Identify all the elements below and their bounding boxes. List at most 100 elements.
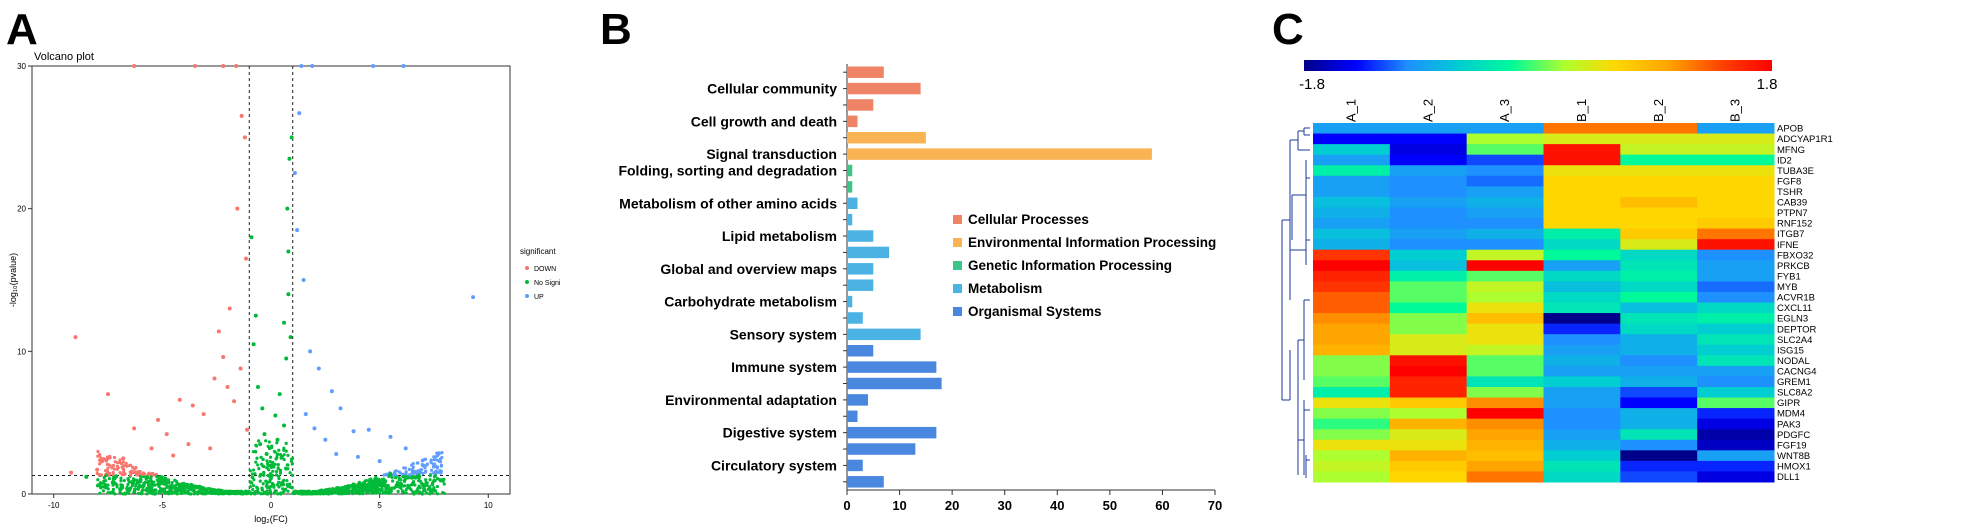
heatmap-cell <box>1466 397 1544 409</box>
scatter-point <box>423 457 428 461</box>
scatter-point <box>290 473 295 477</box>
scatter-point <box>253 313 258 318</box>
scatter-point <box>262 490 266 495</box>
scatter-point <box>297 111 302 116</box>
scatter-point <box>104 459 109 463</box>
heatmap-cell <box>1389 365 1468 377</box>
heatmap-cell <box>1697 439 1775 451</box>
scatter-point <box>183 488 187 492</box>
scatter-point <box>149 479 153 483</box>
scatter-point <box>423 470 428 474</box>
heatmap-cell <box>1466 239 1544 251</box>
heatmap-cells <box>1313 123 1775 483</box>
scatter-point <box>281 487 285 491</box>
scatter-point <box>131 477 136 481</box>
scatter-point <box>265 483 269 487</box>
scatter-point <box>251 484 256 488</box>
heatmap-cell <box>1620 429 1698 441</box>
scatter-point <box>125 487 129 491</box>
heatmap-cell <box>1620 365 1698 377</box>
scatter-point <box>391 473 396 477</box>
heatmap-cell <box>1620 386 1698 399</box>
scatter-point <box>426 487 430 491</box>
scatter-point <box>104 473 108 478</box>
scatter-point <box>245 427 250 432</box>
scatter-point <box>421 482 426 487</box>
scatter-point <box>106 487 110 491</box>
row-label: EGLN3 <box>1777 314 1808 325</box>
scatter-point <box>292 171 297 175</box>
scatter-point <box>95 484 100 488</box>
heatmap-cell <box>1466 260 1544 272</box>
scatter-point <box>98 481 102 485</box>
heatmap-cell <box>1389 165 1468 177</box>
scatter-point <box>98 457 102 462</box>
scatter-point <box>415 461 419 465</box>
scatter-point <box>99 473 104 477</box>
scatter-point <box>244 256 249 261</box>
scatter-point <box>412 470 417 475</box>
scatter-point <box>112 455 117 460</box>
scatter-point <box>99 486 103 490</box>
scatter-point <box>395 480 400 485</box>
scatter-point <box>397 470 401 474</box>
bar <box>847 459 863 472</box>
scatter-point <box>221 64 226 68</box>
heatmap-cell <box>1697 408 1775 420</box>
row-label: APOB <box>1777 124 1803 135</box>
heatmap-cell <box>1466 165 1544 177</box>
scatter-point <box>155 474 159 479</box>
scatter-point <box>384 485 388 489</box>
column-label: A_1 <box>1343 99 1358 122</box>
heatmap-cell <box>1389 218 1468 230</box>
heatmap-cell <box>1313 218 1391 230</box>
heatmap-cell <box>1466 196 1544 208</box>
heatmap-cell <box>1313 165 1391 177</box>
scatter-point <box>355 454 360 459</box>
heatmap-cell <box>1697 418 1775 430</box>
scatter-point <box>192 64 197 68</box>
category-label: Carbohydrate metabolism <box>664 294 837 310</box>
bar <box>847 230 874 242</box>
scatter-point <box>286 489 290 493</box>
scatter-point <box>299 64 304 68</box>
heatmap-cell <box>1389 291 1468 303</box>
scatter-point <box>113 492 117 496</box>
scatter-point <box>106 392 111 397</box>
scatter-point <box>107 463 111 467</box>
scatter-point <box>271 469 275 473</box>
heatmap-cell <box>1543 460 1621 472</box>
heatmap-cell <box>1466 323 1544 335</box>
scatter-point <box>257 439 261 443</box>
heatmap-cell <box>1697 334 1775 346</box>
scatter-point <box>285 483 289 487</box>
scatter-point <box>440 451 444 455</box>
y-tick-label: 20 <box>17 205 26 214</box>
scatter-point <box>290 486 294 490</box>
row-dendrogram <box>1281 127 1310 478</box>
heatmap-cell <box>1697 218 1775 230</box>
scatter-point <box>377 483 382 488</box>
scatter-point <box>212 376 217 381</box>
scatter-point <box>352 483 356 487</box>
scatter-point <box>260 488 264 492</box>
scatter-point <box>279 454 284 459</box>
heatmap-cell <box>1543 291 1621 303</box>
heatmap-cell <box>1697 450 1775 462</box>
scatter-point <box>170 480 174 485</box>
scatter-point <box>402 475 407 479</box>
scatter-point <box>192 488 196 492</box>
scatter-point <box>142 484 146 488</box>
heatmap-cell <box>1543 228 1621 240</box>
heatmap-cell <box>1543 471 1621 483</box>
panel-label-b: B <box>600 5 632 54</box>
heatmap-cell <box>1389 418 1468 430</box>
heatmap-cell <box>1313 249 1391 261</box>
scatter-point <box>428 478 432 482</box>
scatter-point <box>377 491 381 495</box>
heatmap-cell <box>1313 313 1391 325</box>
scatter-point <box>119 479 123 483</box>
scatter-point <box>388 434 393 439</box>
heatmap-cell <box>1620 460 1698 472</box>
